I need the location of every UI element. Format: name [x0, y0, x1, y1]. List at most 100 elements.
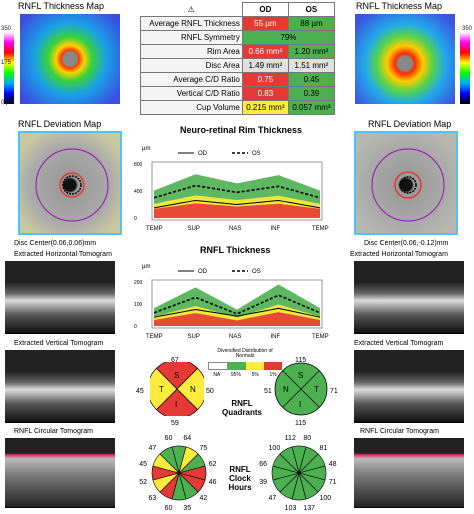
clock-hour-value: 137 [303, 504, 315, 512]
y-tick-label: 400 [134, 189, 143, 195]
svg-text:T: T [314, 385, 319, 394]
clock-hour-value: 48 [328, 460, 337, 468]
clock-hour-value: 35 [183, 504, 192, 512]
clock-hour-value: 75 [199, 444, 208, 452]
quad-od-n: 50 [206, 388, 214, 395]
horizontal-tomogram-od [5, 261, 115, 334]
thickness-map-os [355, 14, 455, 104]
clock-hour-value: 46 [208, 479, 217, 487]
rnfl-unit: µm [142, 264, 150, 270]
clock-hour-value: 100 [319, 495, 332, 503]
quadrant-chart-od: S N I T [150, 362, 204, 416]
warning-icon: ⚠ [140, 2, 243, 17]
circular-tomogram-od [5, 438, 115, 508]
svg-text:I: I [175, 400, 177, 409]
quad-od-i: 59 [171, 420, 179, 427]
horizontal-tomogram-title-od: Extracted Horizontal Tomogram [14, 251, 112, 258]
y-tick-label: 0 [134, 324, 137, 330]
scale-top-label: 350 [1, 26, 12, 32]
rim-chart-title: Neuro-retinal Rim Thickness [180, 125, 303, 135]
normals-legend [208, 362, 282, 370]
rim-normal-bands [154, 174, 320, 218]
x-tick-label: TEMP [146, 226, 163, 232]
thickness-map-title-od: RNFL Thickness Map [18, 1, 105, 11]
y-tick-label: 200 [134, 280, 143, 286]
quad-od-s: 67 [171, 357, 179, 364]
svg-text:N: N [190, 385, 196, 394]
deviation-map-os [354, 131, 458, 235]
clock-chart-os [271, 445, 327, 501]
clock-sector [279, 446, 300, 475]
clock-hour-value: 81 [319, 444, 328, 452]
x-tick-label: NAS [229, 334, 241, 340]
color-scale-left [4, 32, 14, 104]
disc-center-os: Disc Center(0.06,-0.12)mm [364, 240, 449, 247]
clock-hour-value: 103 [284, 504, 297, 512]
x-tick-label: SUP [188, 226, 200, 232]
vertical-tomogram-title-od: Extracted Vertical Tomogram [14, 340, 104, 347]
x-tick-label: SUP [188, 334, 200, 340]
clock-hour-value: 60 [164, 504, 173, 512]
clock-hour-value: 42 [199, 495, 208, 503]
clock-hour-value: 47 [148, 444, 157, 452]
x-tick-label: TEMP [312, 334, 329, 340]
rnfl-od-line [153, 307, 321, 318]
clock-hour-value: 112 [284, 435, 296, 443]
thickness-map-title-os: RNFL Thickness Map [356, 1, 443, 11]
disc-center-od: Disc Center(0.06,0.06)mm [14, 240, 97, 247]
quadrants-title: RNFL Quadrants [222, 399, 263, 417]
x-tick-label: INF [271, 334, 281, 340]
rim-od-line [153, 199, 321, 209]
rim-os-line [153, 184, 321, 199]
rim-legend-os: OS [252, 151, 261, 157]
y-tick-label: 800 [134, 162, 143, 168]
deviation-map-title-os: RNFL Deviation Map [368, 119, 452, 129]
scale-bottom-label: 0 µm [1, 100, 15, 106]
legend-na: NA [213, 372, 221, 378]
quad-os-i: 115 [295, 420, 307, 427]
x-tick-label: NAS [229, 226, 241, 232]
summary-table: ⚠ OD OS Average RNFL Thickness 55 µm 88 µm… [140, 2, 336, 115]
clock-hour-value: 71 [328, 479, 337, 487]
deviation-map-title-od: RNFL Deviation Map [18, 119, 102, 129]
thickness-map-od [20, 14, 120, 104]
y-tick-label: 100 [134, 302, 143, 308]
table-row: Vertical C/D Ratio 0.83 0.39 [140, 86, 336, 101]
color-scale-right [460, 32, 470, 104]
quad-os-n: 51 [264, 388, 272, 395]
scale-top-label-right: 350 [462, 26, 473, 32]
svg-text:S: S [174, 371, 179, 380]
svg-text:N: N [283, 385, 289, 394]
clock-hour-value: 63 [148, 495, 157, 503]
rnfl-chart: µm OD OS TEMP SUP NAS INF TEMP 200 100 0 [134, 264, 329, 340]
rnfl-legend-os: OS [252, 269, 261, 275]
normals-legend-title: Diversified Distribution of Normals [217, 348, 273, 359]
header-os: OS [287, 2, 336, 17]
legend-1: 1% [269, 372, 277, 378]
svg-text:S: S [298, 371, 303, 380]
quad-od-t: 45 [136, 388, 144, 395]
table-row: Average C/D Ratio 0.75 0.45 [140, 72, 336, 87]
clock-title: RNFL Clock Hours [228, 465, 252, 492]
quad-os-s: 115 [295, 357, 307, 364]
clock-hour-value: 100 [268, 444, 281, 452]
legend-95: 95% [230, 372, 241, 378]
clock-hour-value: 80 [303, 435, 312, 443]
table-row: Disc Area 1.49 mm² 1.51 mm² [140, 58, 336, 73]
rim-unit: µm [142, 146, 150, 152]
clock-hour-value: 64 [183, 435, 192, 443]
horizontal-tomogram-title-os: Extracted Horizontal Tomogram [350, 251, 448, 258]
clock-hour-value: 62 [208, 460, 217, 468]
clock-hour-value: 47 [268, 495, 277, 503]
clock-sector [159, 446, 180, 475]
legend-5: 5% [251, 372, 259, 378]
rnfl-normal-bands [154, 284, 320, 326]
x-tick-label: TEMP [312, 226, 329, 232]
x-tick-label: INF [271, 226, 281, 232]
clock-hour-value: 45 [139, 460, 148, 468]
circular-tomogram-title-od: RNFL Circular Tomogram [14, 428, 93, 435]
quad-os-t: 71 [330, 388, 338, 395]
vertical-tomogram-od [5, 350, 115, 423]
header-od: OD [241, 2, 289, 17]
clock-hour-value: 52 [139, 479, 148, 487]
